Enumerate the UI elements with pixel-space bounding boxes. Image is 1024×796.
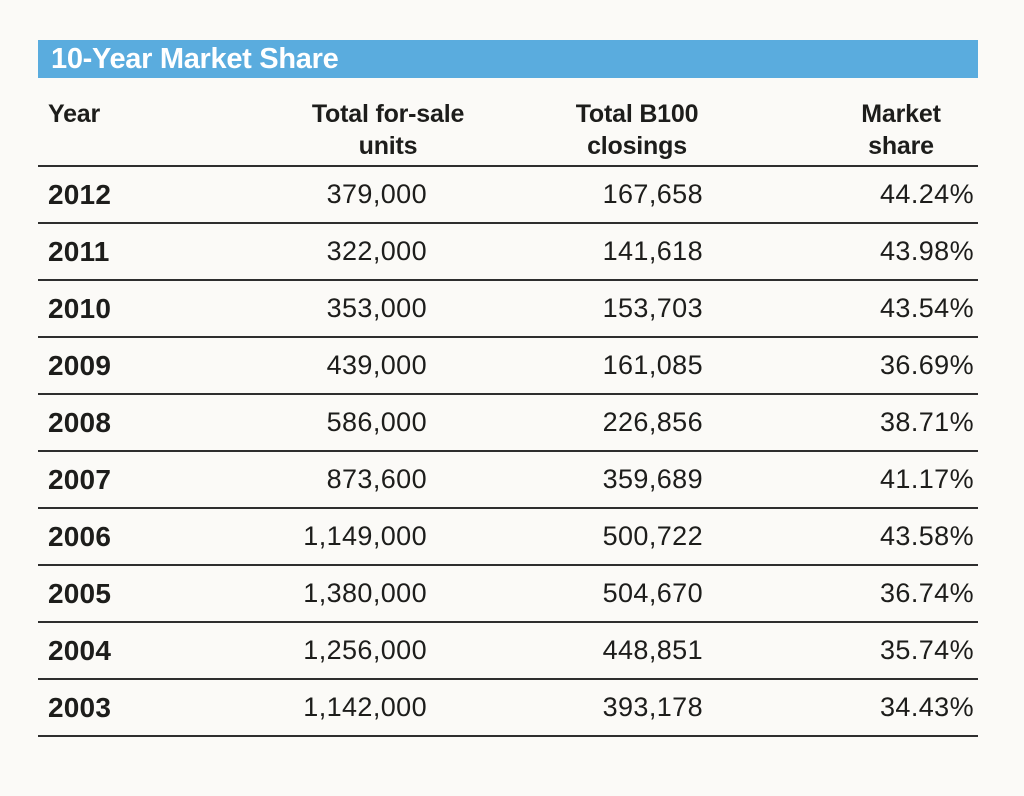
closings-cell: 141,618	[602, 236, 703, 266]
column-header-line1: Year	[48, 100, 101, 128]
column-header-line2: closings	[587, 132, 687, 160]
share-cell: 36.69%	[880, 350, 974, 380]
units-cell: 873,600	[326, 464, 427, 494]
year-cell: 2006	[48, 520, 112, 552]
units-cell: 586,000	[326, 407, 427, 437]
year-cell: 2011	[48, 235, 110, 267]
share-cell: 43.58%	[880, 521, 974, 551]
closings-cell: 167,658	[602, 179, 703, 209]
share-cell: 35.74%	[880, 635, 974, 665]
closings-cell: 448,851	[602, 635, 703, 665]
table-row: 2006 1,149,000 500,722 43.58%	[38, 509, 978, 566]
closings-cell: 153,703	[602, 293, 703, 323]
year-cell: 2012	[48, 178, 112, 210]
closings-cell: 504,670	[602, 578, 703, 608]
column-header-line2: units	[358, 132, 418, 160]
units-cell: 1,380,000	[303, 578, 427, 608]
title-banner: 10-Year Market Share	[38, 40, 978, 78]
year-cell: 2004	[48, 634, 112, 666]
units-cell: 379,000	[326, 179, 427, 209]
closings-cell: 500,722	[602, 521, 703, 551]
column-header-market-share: Market share	[861, 98, 941, 162]
table-row: 2007 873,600 359,689 41.17%	[38, 452, 978, 509]
share-cell: 36.74%	[880, 578, 974, 608]
column-header-line1: Total for-sale	[311, 100, 465, 128]
table-row: 2003 1,142,000 393,178 34.43%	[38, 680, 978, 737]
share-cell: 34.43%	[880, 692, 974, 722]
year-cell: 2010	[48, 292, 112, 324]
column-header-line2: share	[868, 132, 934, 160]
table-header-row: Year Total for-sale units Total B100 clo…	[38, 78, 978, 167]
closings-cell: 161,085	[602, 350, 703, 380]
column-header-year: Year	[48, 98, 100, 130]
share-cell: 43.54%	[880, 293, 974, 323]
year-cell: 2005	[48, 577, 112, 609]
units-cell: 1,142,000	[303, 692, 427, 722]
market-share-table: Year Total for-sale units Total B100 clo…	[38, 78, 978, 737]
table-row: 2009 439,000 161,085 36.69%	[38, 338, 978, 395]
units-cell: 1,256,000	[303, 635, 427, 665]
share-cell: 38.71%	[880, 407, 974, 437]
column-header-total-b100-closings: Total B100 closings	[576, 98, 699, 162]
units-cell: 353,000	[326, 293, 427, 323]
share-cell: 44.24%	[880, 179, 974, 209]
table-row: 2011 322,000 141,618 43.98%	[38, 224, 978, 281]
year-cell: 2007	[48, 463, 112, 495]
closings-cell: 359,689	[602, 464, 703, 494]
year-cell: 2003	[48, 691, 112, 723]
closings-cell: 393,178	[602, 692, 703, 722]
table-row: 2004 1,256,000 448,851 35.74%	[38, 623, 978, 680]
share-cell: 43.98%	[880, 236, 974, 266]
units-cell: 322,000	[326, 236, 427, 266]
page-title: 10-Year Market Share	[51, 42, 339, 75]
year-cell: 2008	[48, 406, 112, 438]
column-header-total-for-sale-units: Total for-sale units	[311, 98, 465, 162]
table-row: 2010 353,000 153,703 43.54%	[38, 281, 978, 338]
year-cell: 2009	[48, 349, 112, 381]
units-cell: 439,000	[326, 350, 427, 380]
column-header-line1: Total B100	[575, 100, 699, 128]
share-cell: 41.17%	[880, 464, 974, 494]
closings-cell: 226,856	[602, 407, 703, 437]
table-row: 2012 379,000 167,658 44.24%	[38, 167, 978, 224]
table-row: 2005 1,380,000 504,670 36.74%	[38, 566, 978, 623]
units-cell: 1,149,000	[303, 521, 427, 551]
table-row: 2008 586,000 226,856 38.71%	[38, 395, 978, 452]
column-header-line1: Market	[861, 100, 941, 128]
